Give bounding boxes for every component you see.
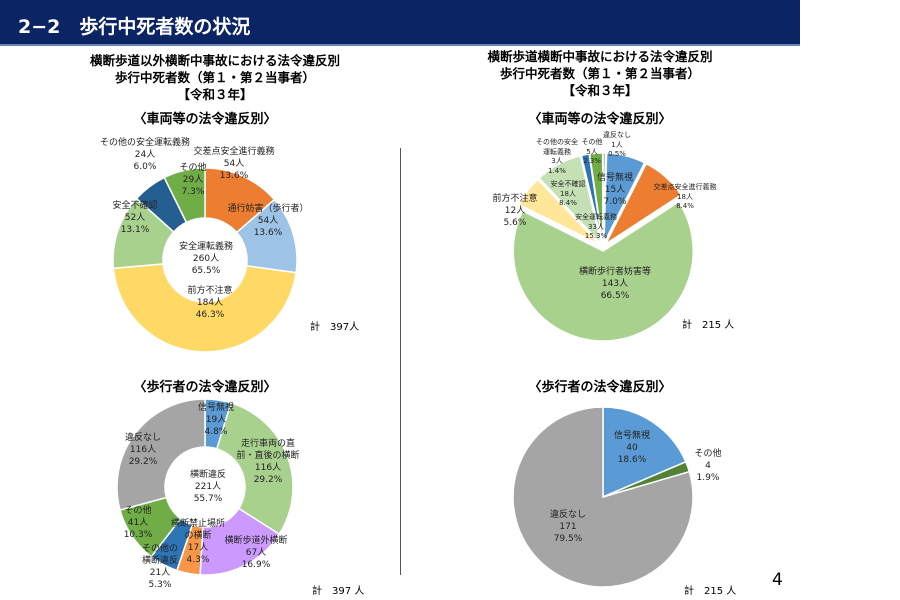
tr-slice-4 [518, 178, 601, 246]
br-label-1: その他 4 1.9% [694, 449, 722, 483]
tr-label-6: その他の安全 運転義務 3人 1.4% [536, 138, 578, 175]
bl-label-4: その他の 横断違反 21人 5.3% [141, 544, 179, 590]
tl-slice-2 [112, 263, 297, 353]
bl-center-label: 横断違反 221人 55.7% [189, 470, 227, 504]
br-total: 計 215 人 [684, 586, 737, 597]
tr-slice-7 [588, 152, 604, 244]
bl-label-3: 横断禁止場所 の横断 17人 4.3% [170, 519, 226, 565]
left-chart-title: 横断歩道以外横断中事故における法令違反別 歩行中死者数（第１・第２当事者） 【令… [89, 53, 340, 102]
tl-label-5: その他 29人 7.3% [179, 163, 207, 197]
tl-total: 計 397人 [310, 322, 360, 333]
tr-center-label: 安全運転義務 33人 15.3% [575, 213, 617, 240]
tr-label-4: 前方不注意 12人 5.6% [492, 194, 538, 228]
tr-label-3: 横断歩行者妨害等 143人 66.5% [578, 267, 652, 301]
tr-slice-3 [512, 200, 694, 342]
page-header: 2−2 歩行中死者数の状況 [0, 0, 800, 46]
bl-total: 計 397 人 [312, 586, 365, 597]
br-label-2: 違反なし 171 79.5% [549, 510, 587, 544]
br-slice-0 [602, 406, 687, 499]
tr-slice-5 [538, 155, 603, 247]
tr-subtitle: 〈車両等の法令違反別〉 [528, 112, 672, 127]
tr-label-1: 信号無視 15人 7.0% [596, 173, 634, 207]
tl-label-3: 安全不確認 52人 13.1% [112, 201, 158, 235]
bl-label-5: その他 41人 10.3% [123, 506, 153, 540]
tl-label-0: 交差点安全進行義務 54人 13.6% [193, 147, 275, 181]
bl-label-1: 走行車両の直 前・直後の横断 116人 29.2% [236, 439, 300, 485]
divider [400, 148, 401, 575]
bl-label-6: 違反なし 116人 29.2% [124, 433, 162, 467]
tr-label-0: 違反なし 1人 0.5% [603, 131, 631, 158]
br-slice-2 [512, 406, 694, 588]
br-subtitle: 〈歩行者の法令違反別〉 [528, 380, 672, 395]
tr-label-2: 交差点安全進行義務 18人 8.4% [653, 183, 717, 210]
bl-slice-1 [215, 402, 294, 536]
tl-label-1: 通行妨害（歩行者） 54人 13.6% [227, 204, 309, 238]
tl-label-4: その他の安全運転義務 24人 6.0% [99, 138, 191, 172]
br-label-0: 信号無視 40 18.6% [613, 431, 651, 465]
tr-slice-1 [603, 152, 646, 244]
tl-slice-5 [163, 167, 206, 224]
tr-label-5: 安全不確認 18人 8.4% [550, 180, 586, 207]
tl-label-2: 前方不注意 184人 46.3% [187, 286, 233, 320]
tl-subtitle: 〈車両等の法令違反別〉 [133, 112, 277, 127]
page-number: 4 [772, 570, 783, 590]
bl-subtitle: 〈歩行者の法令違反別〉 [133, 380, 277, 395]
bl-slice-6 [116, 398, 206, 511]
tr-label-7: その他 5人 2.3% [581, 138, 603, 165]
bl-label-0: 信号無視 19人 4.8% [197, 403, 235, 437]
tl-center-label: 安全運転義務 260人 65.5% [178, 242, 234, 276]
bl-label-2: 横断歩道外横断 67人 16.9% [224, 536, 288, 570]
tr-slice-2 [603, 162, 683, 247]
right-chart-title: 横断歩道横断中事故における法令違反別 歩行中死者数（第１・第２当事者） 【令和３… [487, 49, 713, 98]
tr-total: 計 215 人 [682, 320, 735, 331]
